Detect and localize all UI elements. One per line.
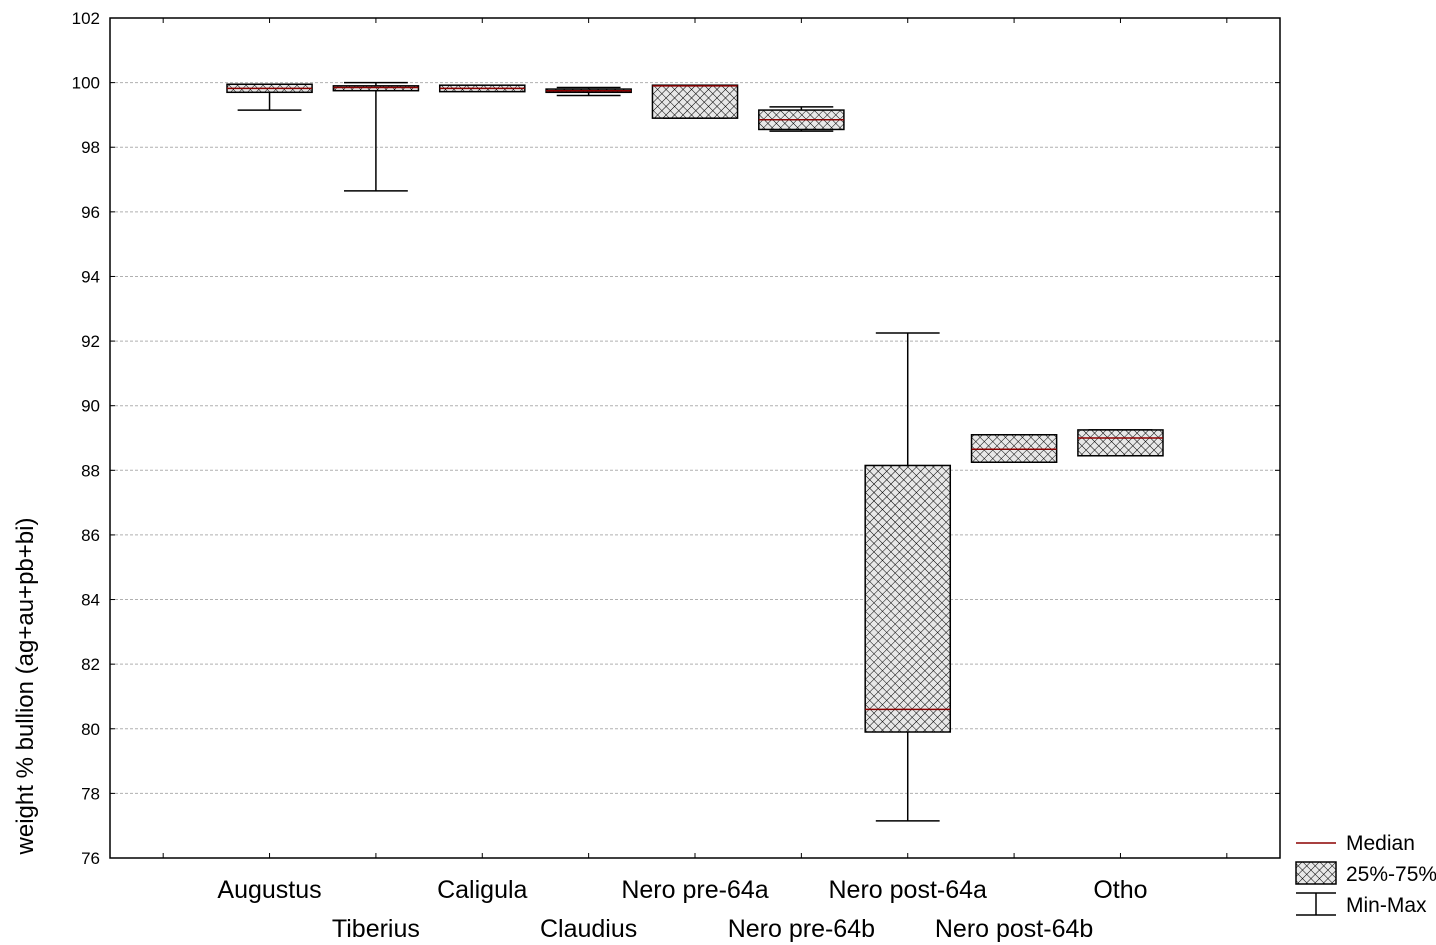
x-category-label: Nero pre-64a bbox=[621, 876, 768, 904]
legend-median-label: Median bbox=[1346, 832, 1415, 855]
y-tick-label: 82 bbox=[81, 655, 100, 674]
box-nero-post-64b bbox=[970, 434, 1058, 463]
iqr-box bbox=[970, 434, 1058, 463]
iqr-box bbox=[864, 464, 952, 733]
x-category-label: Otho bbox=[1093, 876, 1147, 904]
y-tick-label: 78 bbox=[81, 784, 100, 803]
box-claudius bbox=[545, 86, 632, 97]
legend: Median 25%-75% Min-Max bbox=[1295, 832, 1436, 917]
box-nero-pre-64a bbox=[651, 84, 739, 119]
box-series bbox=[226, 81, 1164, 822]
x-category-label: Claudius bbox=[540, 915, 637, 943]
legend-box-swatch bbox=[1295, 861, 1337, 885]
y-tick-label: 96 bbox=[81, 203, 100, 222]
x-category-label: Augustus bbox=[217, 876, 321, 904]
box-augustus bbox=[226, 83, 313, 111]
iqr-box bbox=[1077, 429, 1164, 457]
gridlines bbox=[110, 82, 1280, 794]
y-tick-label: 84 bbox=[81, 591, 100, 610]
box-nero-pre-64b bbox=[758, 106, 845, 132]
y-tick-label: 88 bbox=[81, 461, 100, 480]
box-otho bbox=[1077, 429, 1164, 457]
legend-whisker-swatch bbox=[1296, 892, 1336, 916]
iqr-box bbox=[332, 85, 420, 92]
y-axis-ticks: 76 78 80 82 84 86 88 90 92 94 96 98 100 102 bbox=[72, 9, 1280, 868]
box-tiberius bbox=[332, 81, 420, 192]
x-category-label: Nero post-64b bbox=[935, 915, 1093, 943]
legend-whisker-label: Min-Max bbox=[1346, 894, 1427, 917]
box-nero-post-64a bbox=[864, 332, 952, 822]
y-tick-label: 86 bbox=[81, 526, 100, 545]
y-tick-label: 98 bbox=[81, 138, 100, 157]
y-tick-label: 90 bbox=[81, 397, 100, 416]
x-category-label: Tiberius bbox=[332, 915, 420, 943]
legend-box-label: 25%-75% bbox=[1346, 863, 1436, 886]
y-tick-label: 80 bbox=[81, 720, 100, 739]
x-category-labels: Augustus Tiberius Caligula Claudius Nero pre… bbox=[217, 876, 1147, 943]
x-axis-ticks bbox=[162, 18, 1228, 858]
y-tick-label: 102 bbox=[72, 9, 100, 28]
y-tick-label: 100 bbox=[72, 74, 100, 93]
x-category-label: Caligula bbox=[437, 876, 527, 904]
plot-frame bbox=[109, 17, 1281, 859]
y-axis-title: weight % bullion (ag+au+pb+bi) bbox=[12, 518, 39, 856]
iqr-box bbox=[651, 84, 739, 119]
y-tick-label: 76 bbox=[81, 849, 100, 868]
y-tick-label: 94 bbox=[81, 267, 100, 286]
x-category-label: Nero post-64a bbox=[829, 876, 988, 904]
x-category-label: Nero pre-64b bbox=[728, 915, 875, 943]
y-tick-label: 92 bbox=[81, 332, 100, 351]
box-caligula bbox=[438, 84, 526, 93]
